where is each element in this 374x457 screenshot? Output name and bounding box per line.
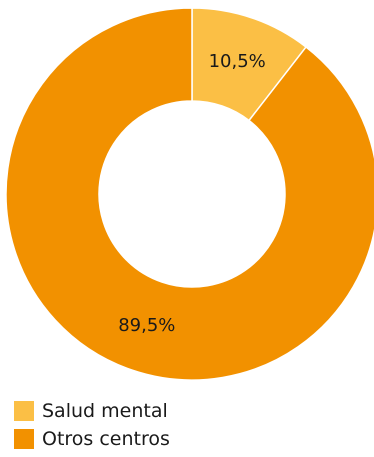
legend-label-otros-centros: Otros centros bbox=[42, 427, 170, 450]
slice-otros-centros bbox=[5, 7, 374, 381]
legend-item-otros-centros: Otros centros bbox=[14, 425, 170, 453]
legend-item-salud-mental: Salud mental bbox=[14, 397, 170, 425]
donut-labels: 10,5% 89,5% bbox=[118, 51, 266, 336]
donut-chart: 10,5% 89,5% bbox=[5, 7, 374, 381]
legend: Salud mental Otros centros bbox=[14, 397, 170, 453]
slice-label-otros-centros: 89,5% bbox=[118, 315, 175, 336]
legend-label-salud-mental: Salud mental bbox=[42, 399, 168, 422]
legend-swatch-salud-mental bbox=[14, 401, 34, 421]
slice-label-salud-mental: 10,5% bbox=[209, 51, 266, 72]
legend-swatch-otros-centros bbox=[14, 429, 34, 449]
donut-slices bbox=[5, 7, 374, 381]
